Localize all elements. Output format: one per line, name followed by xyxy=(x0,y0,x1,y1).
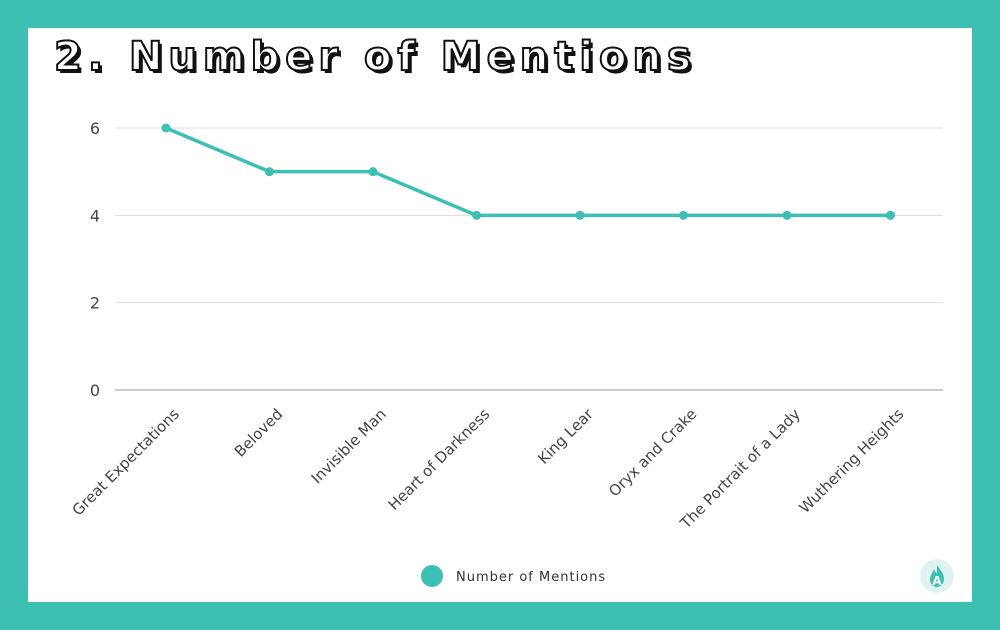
x-tick-label: Invisible Man xyxy=(308,405,390,487)
chart-title: 2. Number of Mentions xyxy=(53,33,697,81)
brand-logo: A xyxy=(920,559,954,593)
svg-text:A: A xyxy=(932,574,942,588)
x-tick-label: The Portrait of a Lady xyxy=(676,405,804,533)
x-tick-label: Heart of Darkness xyxy=(385,405,494,514)
x-tick-label: Oryx and Crake xyxy=(605,405,700,500)
data-point[interactable] xyxy=(368,167,378,177)
data-point[interactable] xyxy=(161,123,171,133)
gridlines xyxy=(115,127,943,391)
x-tick-label: Wuthering Heights xyxy=(796,405,908,517)
data-point[interactable] xyxy=(575,210,585,220)
y-tick-label: 2 xyxy=(90,294,100,313)
y-tick-label: 4 xyxy=(90,206,100,225)
y-axis-ticks: 0 2 4 6 xyxy=(90,119,100,400)
chart-card xyxy=(28,28,972,602)
x-tick-label: Beloved xyxy=(231,405,287,461)
data-point[interactable] xyxy=(265,167,274,177)
data-point[interactable] xyxy=(782,210,792,220)
data-point[interactable] xyxy=(886,210,895,220)
x-tick-label: King Lear xyxy=(534,405,597,468)
data-point[interactable] xyxy=(472,210,481,220)
x-tick-label: Great Expectations xyxy=(69,405,183,519)
series-layer xyxy=(161,123,895,220)
data-point[interactable] xyxy=(679,210,688,220)
y-tick-label: 0 xyxy=(90,381,100,400)
legend-label: Number of Mentions xyxy=(456,570,606,585)
series-line xyxy=(165,126,891,218)
x-axis-labels: Great Expectations Beloved Invisible ManHe… xyxy=(69,405,908,533)
flame-logo-icon: A xyxy=(930,565,944,588)
legend-swatch xyxy=(421,565,443,587)
y-tick-label: 6 xyxy=(90,119,100,138)
legend[interactable]: Number of Mentions xyxy=(421,565,606,587)
